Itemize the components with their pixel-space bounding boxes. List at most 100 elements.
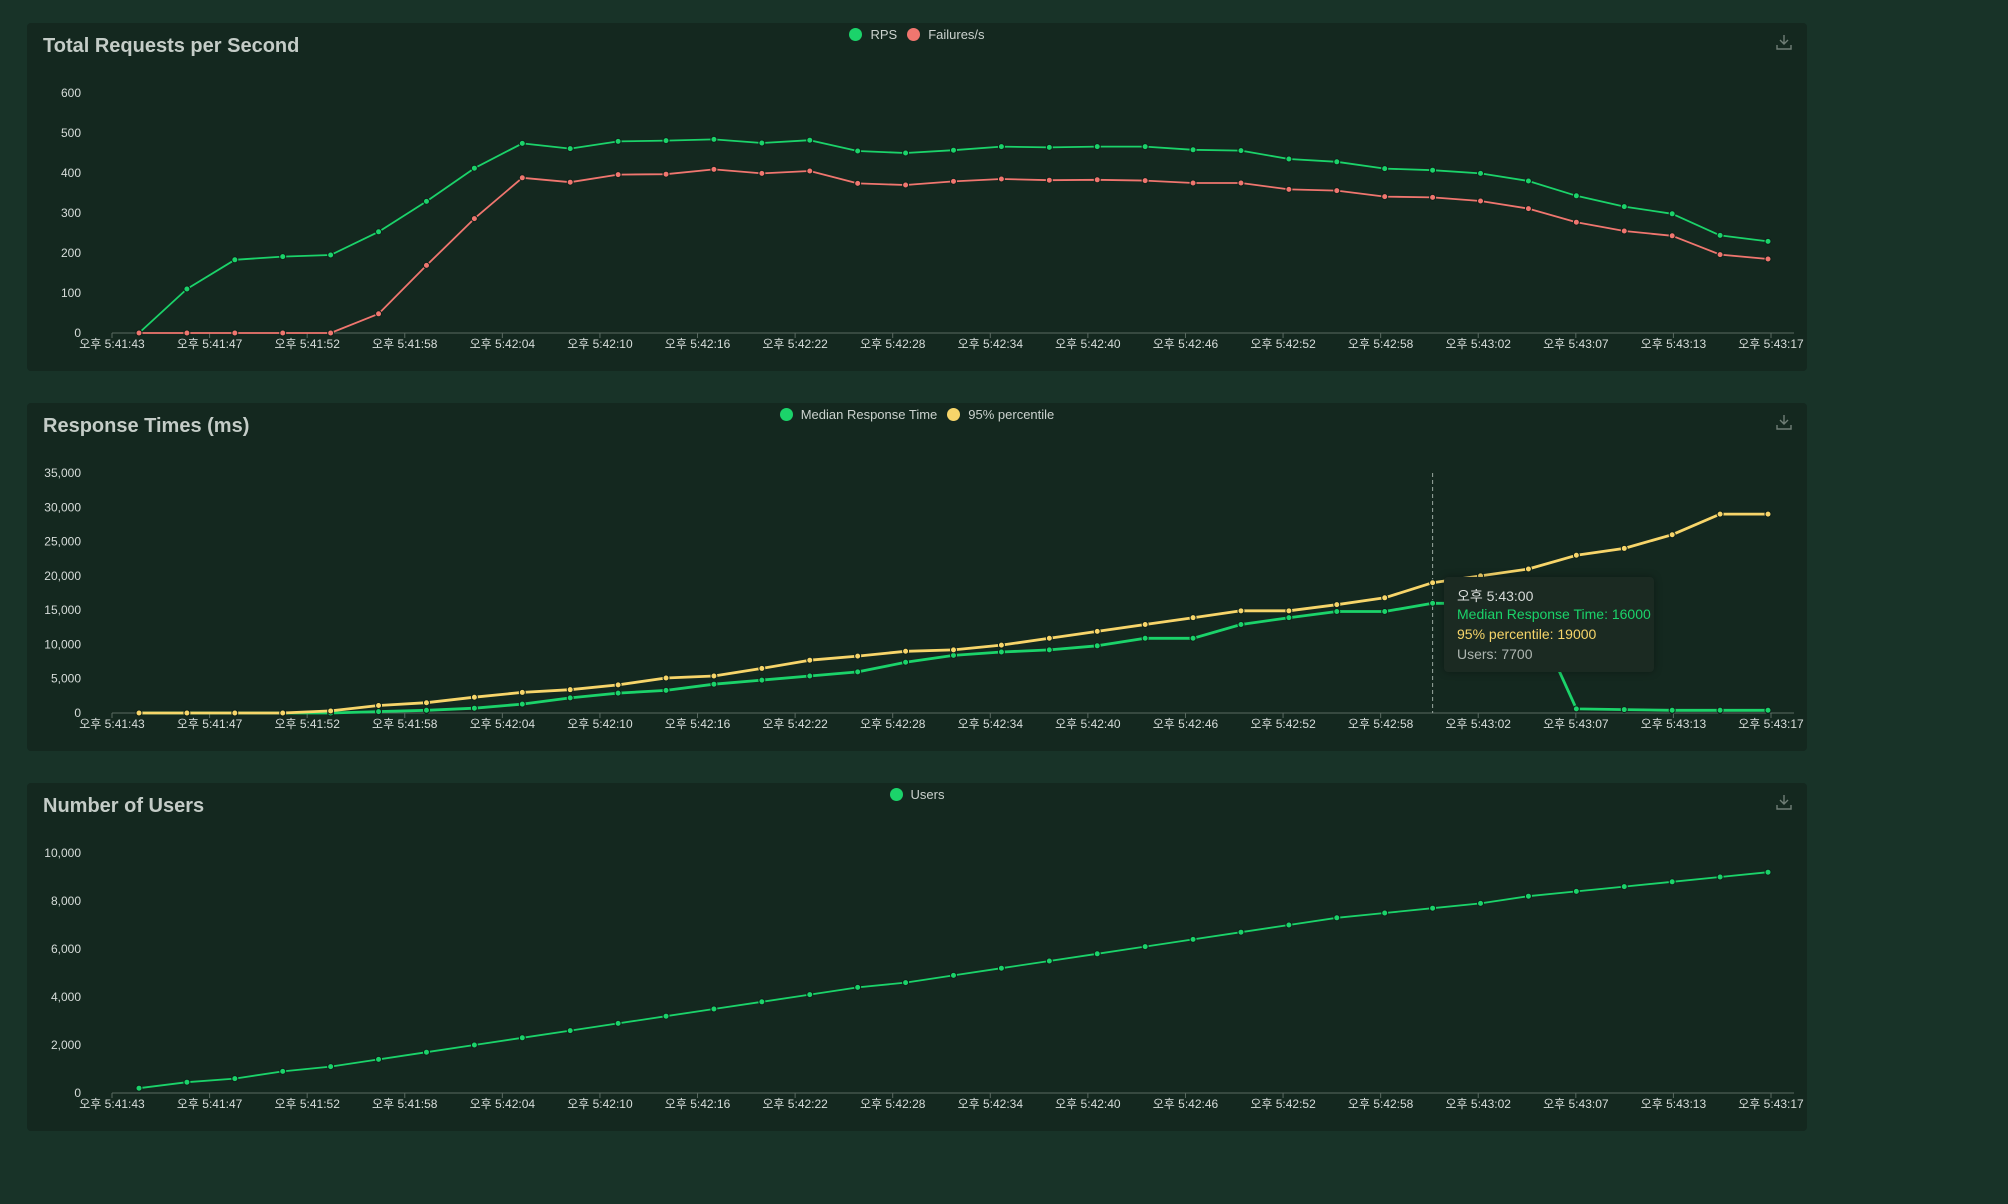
x-tick-label: 오후 5:42:16 [665,1097,731,1111]
data-point [1237,179,1245,187]
x-tick-label: 오후 5:42:22 [762,337,828,351]
legend-item-p95[interactable]: 95% percentile [947,407,1054,422]
data-point [854,652,862,660]
data-point [710,680,718,688]
data-point [1189,146,1197,154]
legend-marker [779,408,793,421]
y-tick-label: 0 [74,1086,81,1100]
x-tick-label: 오후 5:43:17 [1738,717,1804,731]
legend-item-users[interactable]: Users [889,787,945,802]
data-point [422,1048,430,1056]
x-tick-label: 오후 5:42:04 [470,1097,536,1111]
y-tick-label: 20,000 [44,569,81,583]
y-tick-label: 30,000 [44,500,81,514]
data-point [1524,205,1532,213]
data-point [997,175,1005,183]
y-tick-label: 8,000 [51,894,81,908]
data-point [183,709,191,717]
data-point [470,704,478,712]
legend-item-failures[interactable]: Failures/s [907,27,985,42]
data-point [997,964,1005,972]
series-line-0 [138,871,1769,1090]
data-point [1764,255,1772,263]
x-tick-label: 오후 5:42:58 [1348,717,1414,731]
data-point [375,1055,383,1063]
legend-item-median[interactable]: Median Response Time [779,407,937,422]
series-line-0 [138,138,1769,334]
data-point [327,251,335,259]
chart-legend: Median Response Time 95% percentile [27,407,1807,422]
x-tick-label: 오후 5:41:58 [372,717,438,731]
data-point [375,228,383,236]
data-point [1333,187,1341,195]
data-point [1668,210,1676,218]
data-point [231,329,239,337]
data-point [1237,928,1245,936]
data-point [566,145,574,153]
data-point [902,979,910,987]
download-icon[interactable] [1775,33,1793,51]
data-point [183,285,191,293]
data-point [1716,510,1724,518]
x-tick-label: 오후 5:41:43 [79,717,145,731]
chart-legend: RPS Failures/s [27,27,1807,42]
y-tick-label: 200 [61,246,81,260]
data-point [1333,608,1341,616]
x-tick-label: 오후 5:42:52 [1250,1097,1316,1111]
rps-chart-plot: 0 100 200 300 400 500 600 오후 5:41:43 오후 5:41:47 오… [61,86,1804,351]
data-point [950,971,957,979]
series-line-1 [139,168,1769,334]
data-point [1381,594,1389,602]
data-point [662,1012,670,1020]
tooltip-median: Median Response Time: 16000 [1457,606,1651,622]
legend-item-rps[interactable]: RPS [849,27,897,42]
y-tick-label: 10,000 [44,637,81,651]
x-tick-label: 오후 5:42:22 [762,717,828,731]
tooltip-p95: 95% percentile: 19000 [1457,626,1597,642]
data-point [854,983,862,991]
x-tick-label: 오후 5:42:40 [1055,337,1121,351]
y-tick-label: 10,000 [44,846,81,860]
data-point [422,261,430,269]
x-tick-label: 오후 5:41:47 [177,717,243,731]
data-point [1333,914,1341,922]
users-chart-panel: Number of Users Users 0 2,000 4,000 6,000 8,… [27,783,1807,1131]
data-point [279,709,287,717]
data-point [1381,909,1389,917]
x-tick-label: 오후 5:43:07 [1543,1097,1609,1111]
x-tick-label: 오후 5:43:02 [1446,717,1512,731]
data-point [710,672,718,680]
data-point [950,177,957,185]
data-point [1764,510,1772,518]
download-icon[interactable] [1775,793,1793,811]
x-tick-label: 오후 5:41:58 [372,337,438,351]
data-point [422,699,430,707]
tooltip-users: Users: 7700 [1457,646,1533,662]
x-tick-label: 오후 5:41:47 [177,337,243,351]
legend-label: Users [910,787,945,802]
legend-marker [889,788,903,801]
download-icon[interactable] [1775,413,1793,431]
data-point [614,171,622,179]
data-point [1572,192,1580,200]
data-point [1429,599,1437,607]
data-point [231,1075,239,1083]
data-point [1237,607,1245,615]
data-point [662,137,670,145]
data-point [662,170,670,178]
data-point [1333,158,1341,166]
data-point [806,991,814,999]
data-point [1716,706,1724,714]
data-point [806,656,814,664]
data-point [1477,899,1485,907]
data-point [1093,950,1101,958]
data-point [950,646,957,654]
data-point [1285,607,1293,615]
data-point [1668,531,1676,539]
y-tick-label: 2,000 [51,1038,81,1052]
x-tick-label: 오후 5:41:43 [79,337,145,351]
data-point [1429,193,1437,201]
data-point [375,701,383,709]
data-point [758,664,766,672]
data-point [1716,231,1724,239]
